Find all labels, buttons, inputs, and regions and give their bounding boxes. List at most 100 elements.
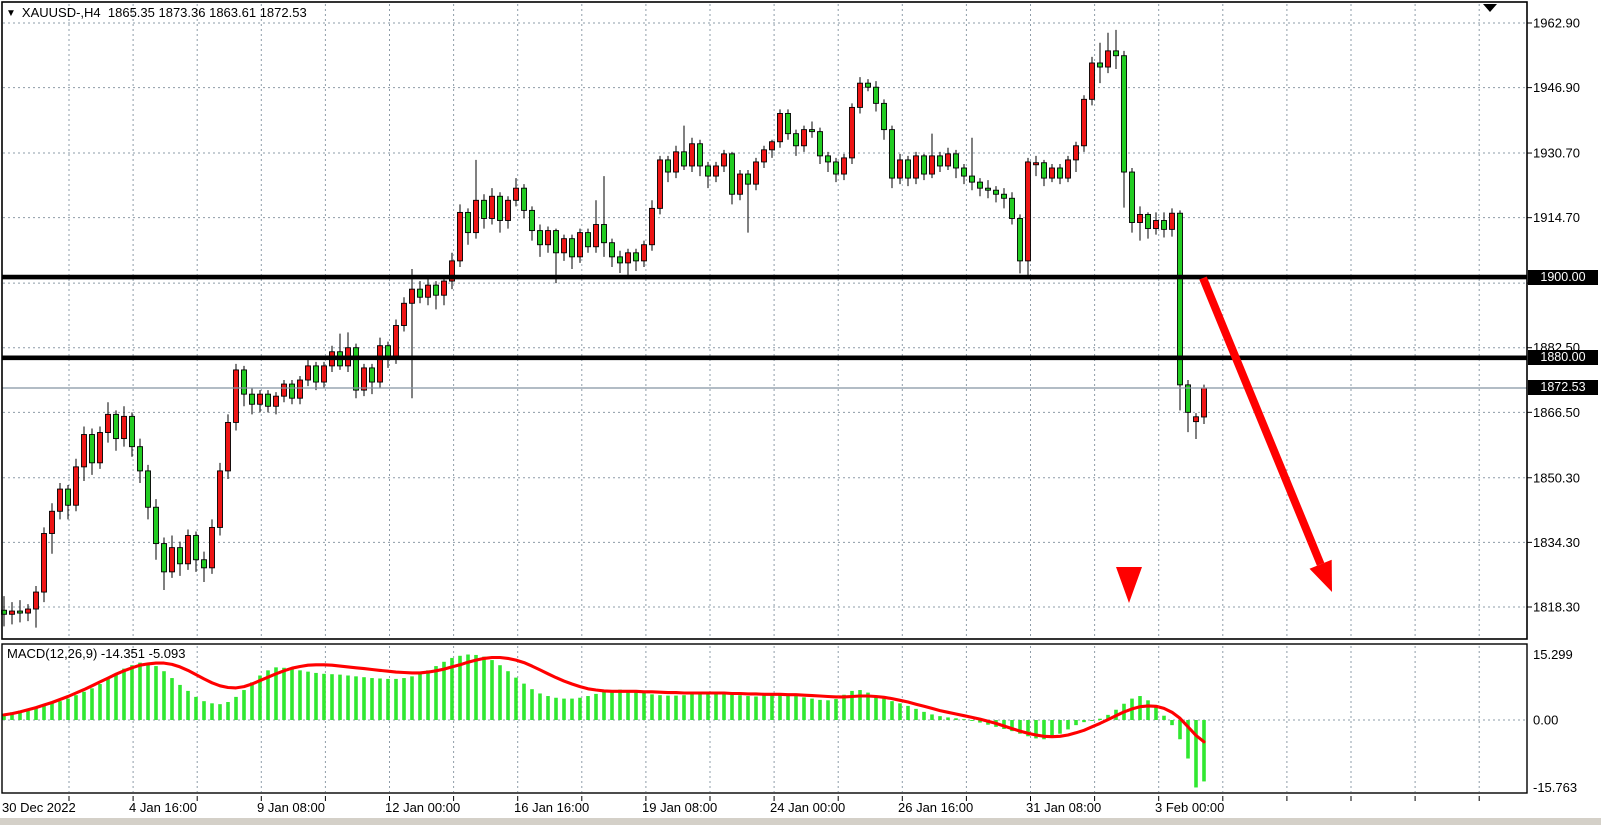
macd-axis-label: 0.00 <box>1533 713 1558 728</box>
macd-histogram-bar <box>226 702 230 720</box>
candle-body <box>1009 197 1015 219</box>
macd-histogram-bar <box>194 696 198 720</box>
macd-histogram-bar <box>698 693 702 720</box>
trend-arrow-shaft[interactable] <box>1199 276 1325 566</box>
candle-body <box>449 260 455 282</box>
candle-body <box>393 325 399 359</box>
candle-body <box>465 211 471 234</box>
candle-body <box>905 159 911 179</box>
candle-body <box>433 284 439 296</box>
candle-body <box>1185 384 1191 413</box>
sell-arrow-marker-icon[interactable] <box>1116 567 1142 603</box>
macd-histogram-bar <box>1090 720 1094 721</box>
candle-body <box>761 149 767 163</box>
macd-histogram-bar <box>1154 706 1158 720</box>
candle-body <box>577 232 583 258</box>
candle-body <box>729 153 735 195</box>
candle-body <box>809 129 815 133</box>
candle-body <box>57 488 63 512</box>
macd-histogram-bar <box>18 710 22 720</box>
macd-histogram-bar <box>50 703 54 720</box>
macd-axis-label: -15.763 <box>1533 780 1577 795</box>
candle-body <box>193 535 199 561</box>
macd-histogram-bar <box>514 677 518 720</box>
macd-histogram-bar <box>322 673 326 720</box>
candle-body <box>321 365 327 383</box>
candle-body <box>361 367 367 391</box>
candle-body <box>801 129 807 147</box>
macd-histogram-bar <box>546 696 550 720</box>
macd-histogram-bar <box>610 690 614 720</box>
macd-histogram-bar <box>10 712 14 720</box>
symbol-period-label: XAUUSD-,H4 <box>21 5 101 20</box>
candle-body <box>441 280 447 296</box>
trend-arrow-head[interactable] <box>1309 559 1333 592</box>
candle-body <box>281 383 287 397</box>
macd-histogram-bar <box>978 720 982 723</box>
macd-histogram-bar <box>290 669 294 720</box>
macd-histogram-bar <box>1026 720 1030 737</box>
macd-histogram-bar <box>58 701 62 720</box>
chart-shift-marker-icon[interactable] <box>1483 4 1497 12</box>
macd-histogram-bar <box>490 660 494 720</box>
macd-histogram-bar <box>762 694 766 720</box>
macd-histogram-bar <box>818 699 822 720</box>
candle-body <box>1041 162 1047 179</box>
macd-histogram-bar <box>650 694 654 720</box>
macd-histogram-bar <box>834 699 838 720</box>
macd-histogram-bar <box>602 691 606 720</box>
candle-body <box>97 432 103 464</box>
candle-body <box>1113 50 1119 57</box>
macd-panel-border <box>1 643 1528 794</box>
candle-body <box>481 199 487 219</box>
symbol-dropdown-icon[interactable]: ▼ <box>6 8 16 19</box>
candle-body <box>625 252 631 264</box>
macd-histogram-bar <box>66 698 70 720</box>
macd-histogram-bar <box>482 656 486 720</box>
macd-histogram-bar <box>802 697 806 720</box>
candle-body <box>977 181 983 189</box>
candle-body <box>713 165 719 177</box>
candle-body <box>1001 193 1007 199</box>
candle-body <box>137 446 143 472</box>
macd-histogram-bar <box>730 694 734 720</box>
candle-body <box>497 195 503 221</box>
macd-histogram-bar <box>578 697 582 720</box>
macd-histogram-bar <box>410 676 414 720</box>
macd-histogram-bar <box>690 694 694 720</box>
macd-histogram-bar <box>746 696 750 720</box>
macd-histogram-bar <box>1170 720 1174 726</box>
candle-body <box>753 161 759 185</box>
candle-body <box>41 533 47 593</box>
candle-body <box>417 288 423 298</box>
price-axis-label: 1850.30 <box>1533 470 1580 485</box>
macd-histogram-bar <box>706 693 710 720</box>
candle-body <box>1033 162 1039 166</box>
macd-histogram-bar <box>1098 718 1102 720</box>
candle-body <box>529 209 535 232</box>
date-axis-label: 16 Jan 16:00 <box>514 800 589 815</box>
macd-histogram-bar <box>218 704 222 720</box>
macd-histogram-bar <box>786 695 790 720</box>
macd-histogram-bar <box>146 663 150 720</box>
candle-body <box>265 393 271 407</box>
price-axis-label: 1818.30 <box>1533 600 1580 615</box>
macd-histogram-bar <box>1034 720 1038 739</box>
macd-histogram-bar <box>122 668 126 720</box>
macd-histogram-bar <box>274 667 278 720</box>
macd-histogram-bar <box>1074 720 1078 726</box>
macd-histogram-bar <box>522 683 526 720</box>
macd-histogram-bar <box>842 694 846 720</box>
candle-body <box>177 547 183 565</box>
macd-histogram-bar <box>178 684 182 720</box>
candle-body <box>721 153 727 167</box>
macd-histogram-bar <box>1194 720 1198 788</box>
candle-body <box>889 129 895 179</box>
macd-histogram-bar <box>130 665 134 720</box>
macd-histogram-bar <box>946 717 950 720</box>
date-axis-label: 24 Jan 00:00 <box>770 800 845 815</box>
macd-histogram-bar <box>242 690 246 720</box>
macd-histogram-bar <box>562 698 566 720</box>
candle-body <box>369 367 375 383</box>
